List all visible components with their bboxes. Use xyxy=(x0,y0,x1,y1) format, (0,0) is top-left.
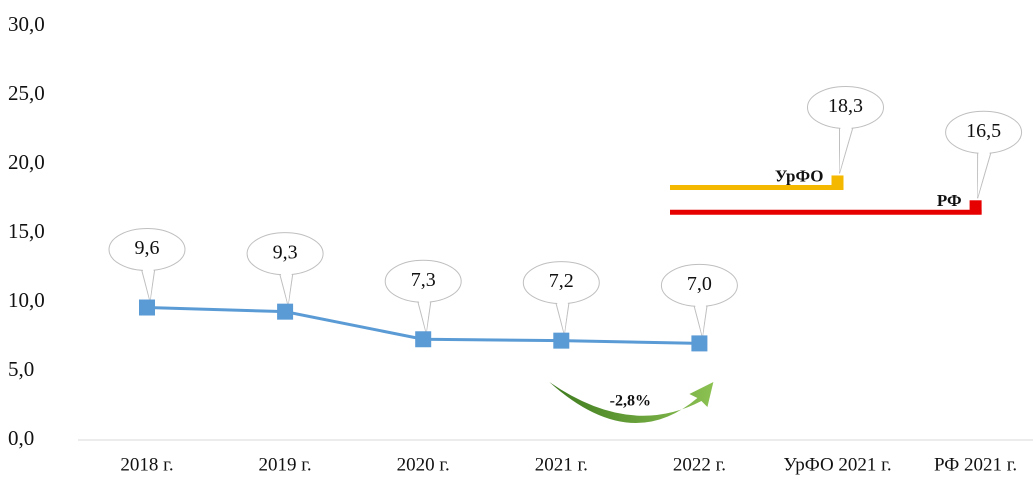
callout-tail-fill xyxy=(142,266,154,301)
data-label: 16,5 xyxy=(966,120,1001,142)
reference-marker xyxy=(969,200,982,215)
reference-marker xyxy=(831,175,844,190)
y-tick-label: 20,0 xyxy=(8,150,45,174)
y-tick-label: 0,0 xyxy=(8,426,34,450)
marker xyxy=(277,303,294,320)
callout-tail-fill xyxy=(694,302,707,337)
callout-tail-fill xyxy=(556,299,569,334)
data-label: 18,3 xyxy=(828,95,863,117)
marker xyxy=(139,299,155,316)
data-label: 9,3 xyxy=(273,241,298,263)
data-label: 7,3 xyxy=(411,269,436,291)
x-tick-label: РФ 2021 г. xyxy=(934,454,1017,475)
x-tick-label: 2022 г. xyxy=(673,454,726,475)
data-label: 7,2 xyxy=(549,270,574,292)
reference-label: РФ xyxy=(937,191,962,210)
x-tick-label: 2019 г. xyxy=(259,454,312,475)
callout-tail-fill xyxy=(839,124,853,173)
x-tick-label: 2021 г. xyxy=(535,454,588,475)
callout-tail-fill xyxy=(977,149,991,198)
y-tick-label: 5,0 xyxy=(8,357,34,381)
y-tick-label: 25,0 xyxy=(8,81,45,105)
x-tick-label: 2018 г. xyxy=(120,454,173,475)
y-tick-label: 30,0 xyxy=(8,12,45,36)
y-tick-label: 15,0 xyxy=(8,219,45,243)
data-label: 7,0 xyxy=(687,273,712,295)
x-tick-label: 2020 г. xyxy=(397,454,450,475)
marker xyxy=(691,335,708,352)
annotation: -2,8% xyxy=(610,393,651,410)
y-tick-label: 10,0 xyxy=(8,288,45,312)
marker xyxy=(415,331,432,348)
callout-tail-fill xyxy=(280,270,293,305)
x-tick-label: УрФО 2021 г. xyxy=(783,454,891,475)
data-label: 9,6 xyxy=(135,237,160,259)
callout-tail-fill xyxy=(418,298,431,333)
reference-label: УрФО xyxy=(775,166,824,185)
arrow xyxy=(549,382,714,423)
marker xyxy=(553,332,570,349)
